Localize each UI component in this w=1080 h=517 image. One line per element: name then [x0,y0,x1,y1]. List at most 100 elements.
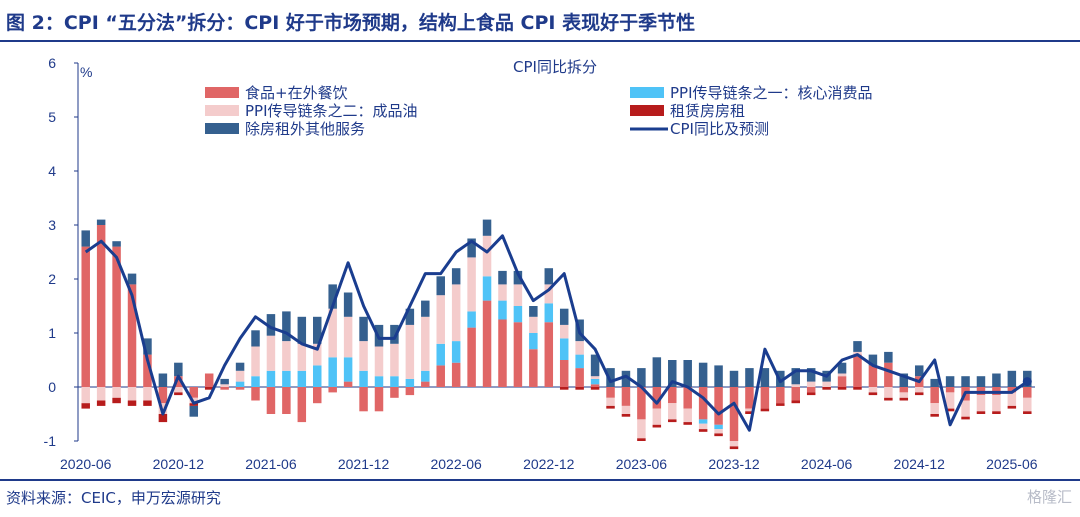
x-tick-label: 2020-12 [153,456,205,472]
bar-rent [1023,411,1032,414]
bar-core [282,370,291,387]
bar-core [482,276,492,301]
bar-oil [683,408,692,423]
bar-services [220,378,229,385]
bar-services [421,300,430,317]
footer-rule [0,479,1080,481]
bar-rent [976,411,986,414]
legend-swatch-core [630,87,664,98]
legend-label-oil: PPI传导链条之二：成品油 [245,102,418,120]
bar-services [683,360,692,387]
bar-services [992,373,1001,387]
bar-food [899,387,909,393]
bar-core [374,376,384,387]
bar-core [714,424,723,430]
bar-oil [698,423,708,430]
legend-swatch-rent [630,105,664,116]
bar-rent [961,416,970,420]
bar-core [313,365,322,387]
bar-rent [81,403,90,409]
bar-food [390,387,399,398]
bar-food [945,387,955,393]
bar-core [390,376,399,387]
bar-rent [884,397,893,401]
bar-services [513,270,523,285]
bar-food [853,354,862,387]
bar-food [81,246,90,387]
bar-services [359,316,368,342]
bar-core [544,303,554,323]
bar-food [127,284,137,387]
bar-rent [127,400,137,406]
bar-food [436,365,445,387]
bar-food [96,225,106,387]
bar-food [806,387,816,393]
bar-food [467,327,476,387]
bar-food [868,365,878,387]
bar-core [498,300,507,320]
bar-oil [884,387,893,398]
y-tick-label: 4 [48,163,56,179]
bar-services [621,370,631,387]
bar-services [112,241,121,247]
bar-services [96,219,106,225]
bar-services [745,368,754,387]
bar-oil [806,381,816,387]
bar-rent [791,400,800,404]
cpi-breakdown-chart: -1 0 1 2 3 4 5 6% 2020-06 2020-12 2021-06 2021-12 20… [44,55,1038,472]
bar-food [513,322,523,387]
bar-services [668,360,677,387]
bar-rent [822,387,831,390]
bar-services [282,311,291,342]
bar-food [328,387,337,393]
bar-services [729,370,739,387]
bar-oil [961,400,970,417]
bar-services [127,273,137,285]
bar-oil [791,384,800,387]
bar-core [559,338,569,360]
bar-oil [482,235,492,277]
bar-rent [683,422,692,425]
bar-services [853,341,862,352]
bar-oil [297,343,307,371]
bar-core [698,419,708,424]
bar-oil [374,346,384,377]
bar-oil [914,387,924,393]
y-tick-label: 5 [48,109,56,125]
bar-food [729,387,739,441]
bar-core [297,370,307,387]
bar-services [451,268,461,285]
bar-oil [96,387,106,401]
bar-oil [421,316,430,371]
bar-rent [930,414,939,417]
y-tick-label: -1 [44,433,57,449]
y-tick-label: 0 [48,379,56,395]
bar-food [884,362,893,387]
title-bar: 图 2：CPI “五分法”拆分：CPI 好于市场预期，结构上食品 CPI 表现好… [0,0,1080,40]
bar-oil [266,335,276,371]
bar-food [714,387,723,425]
legend-label-core: PPI传导链条之一：核心消费品 [670,84,873,102]
y-tick-label: 1 [48,325,56,341]
bar-food [313,387,322,404]
bar-food [745,387,754,409]
bar-rent [158,414,168,423]
bar-services [544,268,554,285]
bar-food [421,381,430,387]
bar-food [529,349,538,387]
bar-rent [698,429,708,432]
chart-title: CPI同比拆分 [513,58,597,76]
bar-food [405,387,415,396]
bar-oil [343,316,353,358]
bar-services [189,405,199,417]
bar-food [652,387,662,409]
bar-food [776,387,785,404]
bar-oil [837,373,847,377]
bar-oil [1023,397,1032,412]
bar-services [606,368,615,387]
bar-oil [606,397,615,406]
bar-services [652,357,662,387]
bar-services [174,362,183,377]
bar-oil [390,343,399,377]
bar-food [668,387,677,404]
